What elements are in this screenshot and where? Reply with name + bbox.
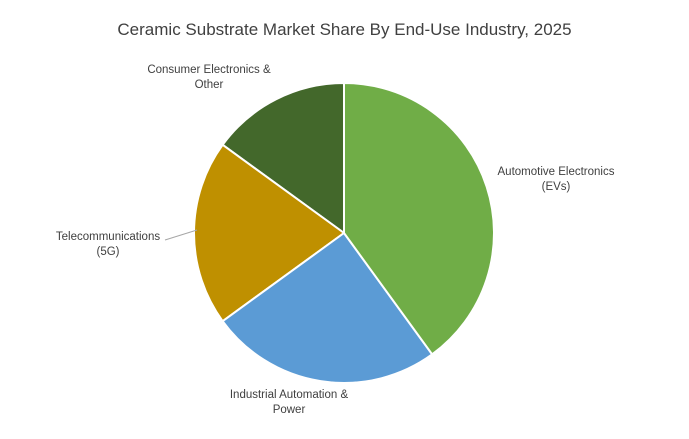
pie-slice: [221, 81, 345, 235]
slice-label: Industrial Automation & Power: [229, 389, 349, 416]
chart-title: Ceramic Substrate Market Share By End-Us…: [117, 20, 572, 39]
pie-slice: [343, 81, 495, 356]
slice-label: Consumer Electronics & Other: [147, 64, 271, 91]
leader-line: [164, 229, 198, 241]
pie-slice: [193, 143, 346, 323]
slice-label: Automotive Electronics (EVs): [497, 166, 615, 193]
slice-label: Telecommunications (5G): [55, 231, 161, 258]
pie-slice: [221, 231, 434, 384]
